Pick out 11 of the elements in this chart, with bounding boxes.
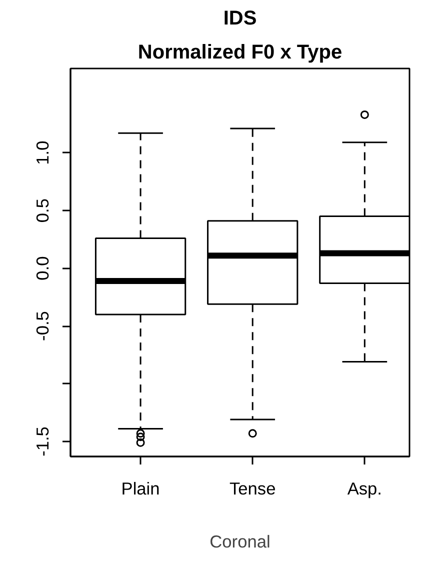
y-tick-label: 0.5 (32, 198, 52, 223)
x-axis-title: Coronal (210, 532, 270, 552)
x-tick-label: Asp. (347, 478, 382, 498)
y-tick-label: 0.0 (32, 256, 52, 280)
y-tick-label: -1.5 (32, 426, 52, 456)
x-tick-label: Tense (229, 478, 276, 498)
y-tick-label: 1.0 (32, 140, 52, 165)
chart-title: IDS (223, 8, 257, 30)
chart-subtitle: Normalized F0 x Type (138, 42, 342, 64)
y-tick-label: -0.5 (32, 311, 52, 341)
x-tick-label: Plain (121, 478, 160, 498)
